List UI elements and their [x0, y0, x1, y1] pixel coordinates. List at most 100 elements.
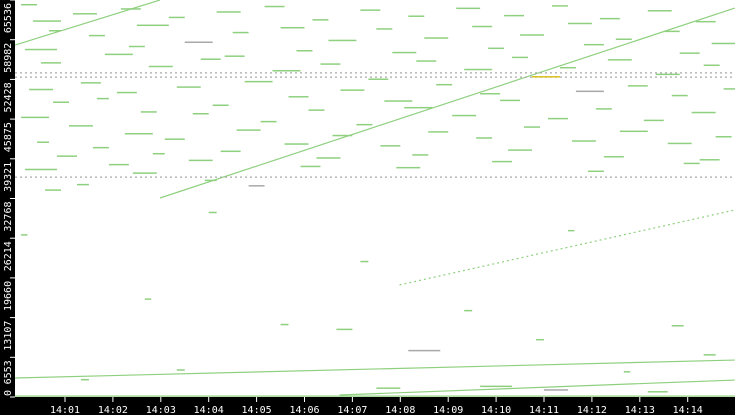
data-point	[132, 172, 157, 174]
data-point	[488, 47, 505, 50]
data-point	[619, 130, 648, 133]
data-point	[332, 134, 353, 137]
data-point	[312, 19, 329, 21]
data-point	[524, 126, 541, 128]
data-point	[647, 391, 668, 393]
data-point	[452, 114, 477, 117]
data-point	[544, 389, 568, 391]
data-point	[492, 160, 513, 163]
data-point	[216, 11, 241, 13]
y-tick-label: 13107	[3, 321, 14, 351]
data-point	[136, 24, 169, 27]
data-point	[300, 165, 321, 168]
data-point	[148, 65, 173, 68]
data-point	[92, 146, 109, 149]
data-point	[476, 137, 493, 139]
data-point	[480, 93, 501, 95]
trend-line	[14, 0, 161, 46]
data-point	[96, 97, 109, 100]
data-point	[104, 53, 133, 56]
data-point	[408, 349, 441, 352]
plot-background	[15, 0, 735, 397]
data-point	[627, 85, 648, 87]
x-tick-label: 14:02	[98, 405, 128, 415]
data-point	[643, 119, 664, 122]
data-point	[380, 145, 401, 147]
data-point	[220, 150, 241, 153]
x-tick-label: 14:12	[577, 405, 607, 415]
data-point	[536, 338, 544, 341]
x-tick-label: 14:10	[481, 405, 511, 415]
data-point	[575, 90, 604, 93]
data-point	[108, 163, 129, 166]
data-point	[412, 154, 429, 156]
data-point	[691, 111, 716, 114]
x-tick-label: 14:11	[529, 405, 559, 415]
x-tick-label: 14:14	[673, 405, 703, 415]
data-point	[699, 159, 720, 161]
data-point	[124, 132, 153, 135]
data-point	[236, 129, 261, 131]
data-point	[25, 168, 58, 171]
data-point	[192, 112, 209, 115]
data-point	[603, 156, 624, 158]
trend-line	[159, 7, 735, 199]
data-point	[21, 234, 28, 236]
data-point	[567, 22, 592, 25]
data-point	[615, 38, 632, 40]
data-point	[607, 59, 632, 61]
data-point	[328, 39, 357, 42]
x-tick-label: 14:01	[50, 405, 80, 415]
data-point	[464, 68, 493, 71]
y-tick-label: 32768	[3, 202, 14, 232]
data-point	[428, 131, 449, 133]
data-point	[316, 157, 341, 159]
data-point	[320, 63, 341, 65]
data-point	[599, 17, 620, 20]
data-point	[360, 260, 369, 263]
x-tick-label: 14:06	[289, 405, 319, 415]
data-point	[76, 183, 89, 186]
data-point	[260, 120, 277, 123]
data-point	[340, 89, 365, 91]
x-tick-label: 14:04	[194, 405, 224, 415]
data-point	[376, 387, 401, 389]
data-point	[376, 28, 393, 30]
trend-line	[14, 359, 735, 379]
x-axis: 14:01 14:02 14:03 14:04 14:05 14:06 14:07 14:08…	[50, 397, 703, 415]
data-point	[671, 94, 688, 97]
data-point	[500, 99, 521, 102]
data-point	[80, 378, 89, 381]
data-point	[144, 298, 152, 300]
data-point	[595, 108, 612, 110]
data-point	[72, 13, 97, 15]
data-point	[41, 62, 62, 64]
data-point	[200, 58, 221, 60]
data-point	[404, 106, 433, 109]
data-point	[128, 45, 145, 48]
data-point	[204, 179, 217, 182]
trend-line	[399, 209, 735, 286]
data-point	[244, 80, 273, 83]
data-point	[655, 73, 680, 76]
y-tick-label: 52428	[3, 82, 14, 112]
data-point	[280, 323, 289, 326]
data-point	[667, 142, 692, 145]
data-point	[140, 111, 157, 113]
data-point	[224, 55, 245, 57]
data-point	[408, 15, 425, 17]
data-point	[49, 30, 62, 32]
data-point	[396, 166, 421, 169]
data-point	[464, 309, 473, 312]
data-point	[587, 170, 604, 173]
data-point	[208, 211, 217, 214]
data-point	[164, 138, 185, 140]
y-tick-label: 45875	[3, 122, 14, 152]
data-point	[68, 125, 93, 127]
data-point	[176, 86, 201, 88]
y-tick-label: 65536	[3, 3, 14, 33]
x-tick-label: 14:05	[242, 405, 272, 415]
data-point	[571, 140, 596, 142]
data-point	[308, 109, 325, 111]
